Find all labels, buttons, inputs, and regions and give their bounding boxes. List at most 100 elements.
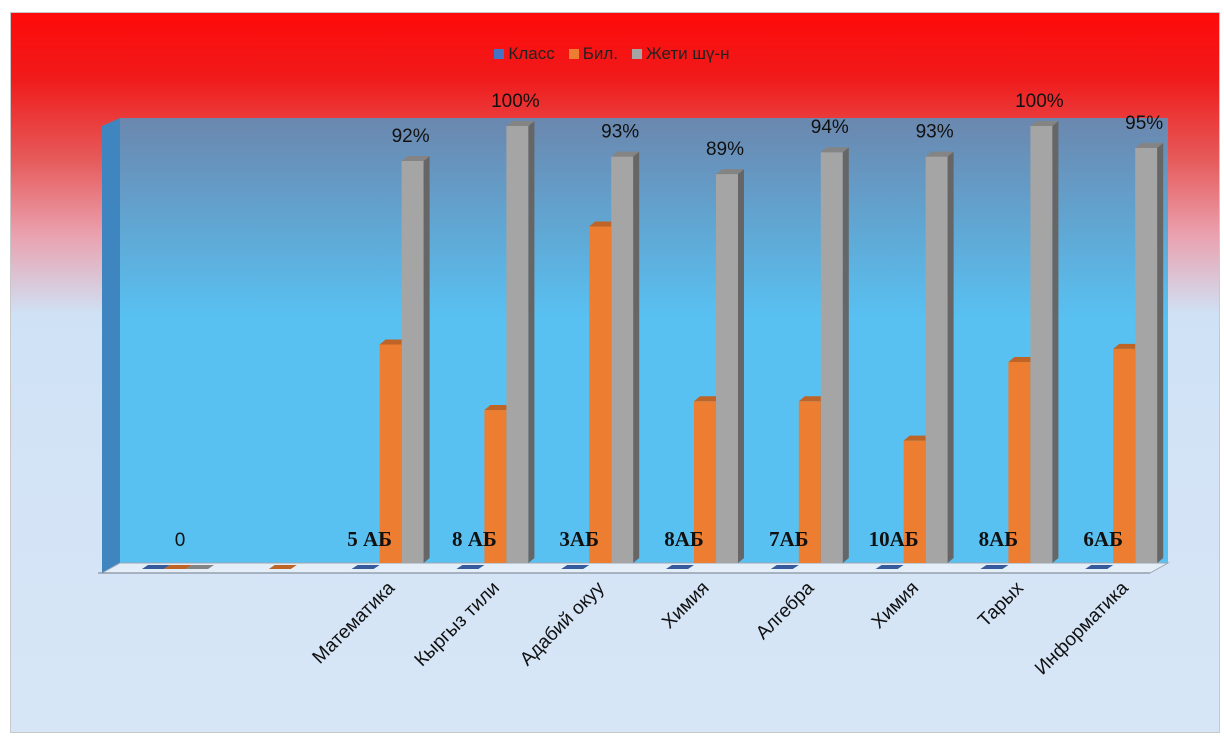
bar-front (1008, 361, 1031, 563)
bar-flat (666, 565, 694, 569)
legend-swatch (494, 49, 505, 59)
bar-Бил.-1 (268, 565, 297, 569)
plot-floor (100, 562, 1170, 574)
bar-front (1113, 348, 1136, 563)
bar-flat (875, 565, 904, 569)
data-label-percent: 89% (706, 139, 744, 160)
bar-front (716, 174, 738, 563)
bar-Класс-0 (142, 565, 170, 569)
bar-top (903, 435, 932, 441)
plot-back-wall (120, 118, 1168, 563)
bar-flat (164, 565, 192, 569)
x-tick-label: Химия (868, 578, 923, 633)
bar-top (506, 121, 535, 126)
legend-swatch (568, 49, 579, 59)
data-label-class: 5 АБ (347, 527, 392, 551)
bar-Жети-шү-н-8 (1030, 121, 1059, 563)
data-label-class: 10АБ (869, 527, 919, 551)
bar-front (484, 410, 507, 563)
bar-Класс-7 (875, 565, 904, 569)
bar-top (716, 169, 744, 175)
data-label-class: 8 АБ (452, 527, 497, 551)
bar-flat (351, 565, 380, 569)
bar-top (401, 155, 430, 161)
bar-Класс-2 (351, 565, 380, 569)
bar-Класс-8 (980, 565, 1009, 569)
bar-top (1030, 121, 1059, 126)
data-label-class: 8АБ (979, 527, 1019, 551)
bar-front (903, 440, 926, 563)
bar-front (820, 152, 843, 563)
bar-flat (770, 565, 799, 569)
bar-front (611, 156, 634, 563)
bar-top (820, 147, 849, 153)
x-tick-label: Адабий окуу (516, 577, 609, 670)
data-label-class: 8АБ (664, 527, 704, 551)
data-label-percent: 95% (1125, 113, 1163, 134)
bar-side (947, 151, 954, 563)
bar-top (1008, 356, 1037, 362)
x-tick-label: Тарых (974, 577, 1028, 631)
bar-front (1030, 126, 1053, 563)
bar-flat (561, 565, 590, 569)
bar-side (423, 155, 430, 563)
legend: Класс Бил. Жети шү-н (0, 44, 1224, 64)
bar-top (611, 151, 640, 157)
data-label-class: 0 (175, 530, 186, 551)
bar-Класс-3 (456, 565, 485, 569)
legend-label: Жети шү-н (646, 44, 730, 63)
x-tick-label: Алгебра (752, 577, 819, 644)
x-tick-label: Кыргыз тили (411, 578, 504, 671)
bar-top (694, 396, 722, 402)
bar-flat (186, 565, 214, 569)
bar-front (1135, 147, 1158, 563)
legend-item: Жети шү-н (632, 44, 730, 64)
data-label-percent: 100% (1015, 91, 1064, 112)
plot-side-wall (102, 118, 120, 573)
bar-front (401, 160, 424, 563)
data-label-percent: 94% (811, 117, 849, 138)
bar-Класс-6 (770, 565, 799, 569)
bar-flat (268, 565, 297, 569)
data-label-percent: 93% (601, 122, 639, 143)
bar-top (589, 221, 618, 227)
x-tick-label: Информатика (1031, 577, 1133, 679)
bar-Жети-шү-н-5 (716, 169, 744, 563)
bar-Жети-шү-н-3 (506, 121, 535, 563)
bar-Жети-шү-н-4 (611, 151, 640, 563)
bar-side (633, 151, 640, 563)
bar-side (842, 147, 849, 563)
bar-front (925, 156, 948, 563)
bar-flat (980, 565, 1009, 569)
bar-side (738, 169, 744, 563)
legend-item: Бил. (568, 44, 618, 64)
legend-item: Класс (494, 44, 555, 64)
bar-flat (456, 565, 485, 569)
bar-flat (1085, 565, 1114, 569)
data-label-percent: 92% (392, 126, 430, 147)
bar-flat (142, 565, 170, 569)
x-tick-label: Химия (658, 578, 713, 633)
bar-Класс-9 (1085, 565, 1114, 569)
data-label-class: 3АБ (559, 527, 599, 551)
bar-side (528, 121, 535, 563)
bar-top (484, 405, 513, 411)
bar-front (694, 401, 716, 563)
bar-Жети-шү-н-6 (820, 147, 849, 563)
bar-side (1157, 142, 1164, 563)
bar-Жети-шү-н-9 (1135, 142, 1164, 563)
legend-swatch (632, 49, 642, 59)
bar-front (506, 126, 529, 563)
bar-Бил.-0 (164, 565, 192, 569)
data-label-class: 7АБ (769, 527, 809, 551)
bar-top (798, 396, 827, 402)
data-label-percent: 93% (916, 122, 954, 143)
bar-Жети-шү-н-7 (925, 151, 954, 563)
bar-top (379, 339, 408, 345)
x-tick-label: Математика (309, 577, 400, 668)
data-label-class: 6АБ (1083, 527, 1123, 551)
bar-Класс-5 (666, 565, 694, 569)
bar-Жети-шү-н-2 (401, 155, 430, 563)
bar-front (798, 401, 821, 563)
